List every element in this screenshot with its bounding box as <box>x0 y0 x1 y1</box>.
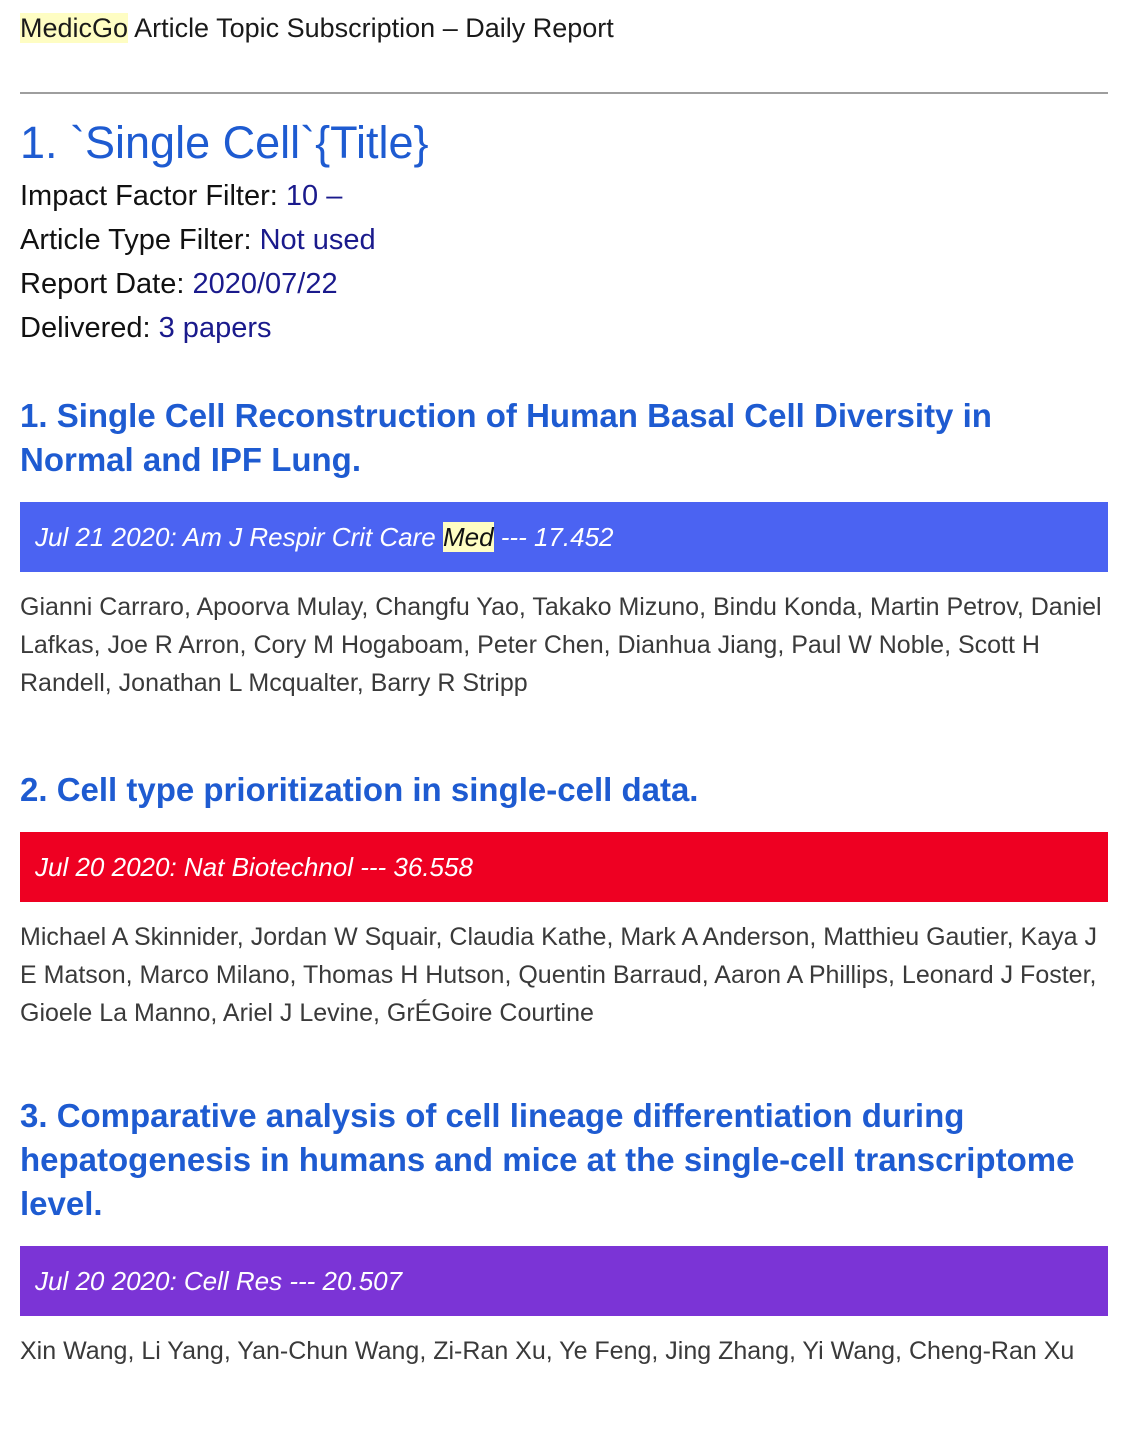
delivered-line: Delivered: 3 papers <box>20 306 1108 350</box>
impact-filter-line: Impact Factor Filter: 10 – <box>20 174 1108 218</box>
article-authors: Xin Wang, Li Yang, Yan-Chun Wang, Zi-Ran… <box>20 1337 1075 1365</box>
delivered-label: Delivered: <box>20 312 159 344</box>
report-header: MedicGo Article Topic Subscription – Dai… <box>20 12 1108 44</box>
article-authors: Michael A Skinnider, Jordan W Squair, Cl… <box>20 923 1097 1027</box>
type-filter-label: Article Type Filter: <box>20 224 260 256</box>
journal-info: Jul 21 2020: Am J Respir Crit Care <box>35 522 443 552</box>
article-title-link[interactable]: 2. Cell type prioritization in single-ce… <box>20 771 699 808</box>
impact-filter-label: Impact Factor Filter: <box>20 180 286 212</box>
journal-bar: Jul 20 2020: Nat Biotechnol --- 36.558 <box>20 832 1108 902</box>
impact-filter-value: 10 – <box>285 180 343 212</box>
article-2: 2. Cell type prioritization in single-ce… <box>20 768 1108 1032</box>
report-page: MedicGo Article Topic Subscription – Dai… <box>20 0 1108 1370</box>
type-filter-value: Not used <box>259 224 376 256</box>
article-3: 3. Comparative analysis of cell lineage … <box>20 1094 1108 1370</box>
topic-meta: Impact Factor Filter: 10 – Article Type … <box>20 174 1108 350</box>
delivered-value: 3 papers <box>158 312 272 344</box>
journal-bar: Jul 21 2020: Am J Respir Crit Care Med -… <box>20 502 1108 572</box>
report-date-value: 2020/07/22 <box>192 268 338 300</box>
article-authors: Gianni Carraro, Apoorva Mulay, Changfu Y… <box>20 593 1102 697</box>
article-title-link[interactable]: 3. Comparative analysis of cell lineage … <box>20 1097 1075 1222</box>
journal-highlight: Med <box>442 522 494 552</box>
header-divider <box>20 92 1108 94</box>
article-title-link[interactable]: 1. Single Cell Reconstruction of Human B… <box>20 397 992 478</box>
report-date-line: Report Date: 2020/07/22 <box>20 262 1108 306</box>
type-filter-line: Article Type Filter: Not used <box>20 218 1108 262</box>
report-header-title: Article Topic Subscription – Daily Repor… <box>134 13 614 43</box>
brand-name: MedicGo <box>20 13 129 43</box>
journal-info: Jul 20 2020: Nat Biotechnol --- 36.558 <box>35 852 473 882</box>
report-date-label: Report Date: <box>20 268 193 300</box>
article-1: 1. Single Cell Reconstruction of Human B… <box>20 394 1108 702</box>
impact-factor: --- 17.452 <box>493 522 614 552</box>
journal-info: Jul 20 2020: Cell Res --- 20.507 <box>35 1266 403 1296</box>
topic-title: 1. `Single Cell`{Title} <box>20 117 429 168</box>
journal-bar: Jul 20 2020: Cell Res --- 20.507 <box>20 1246 1108 1316</box>
